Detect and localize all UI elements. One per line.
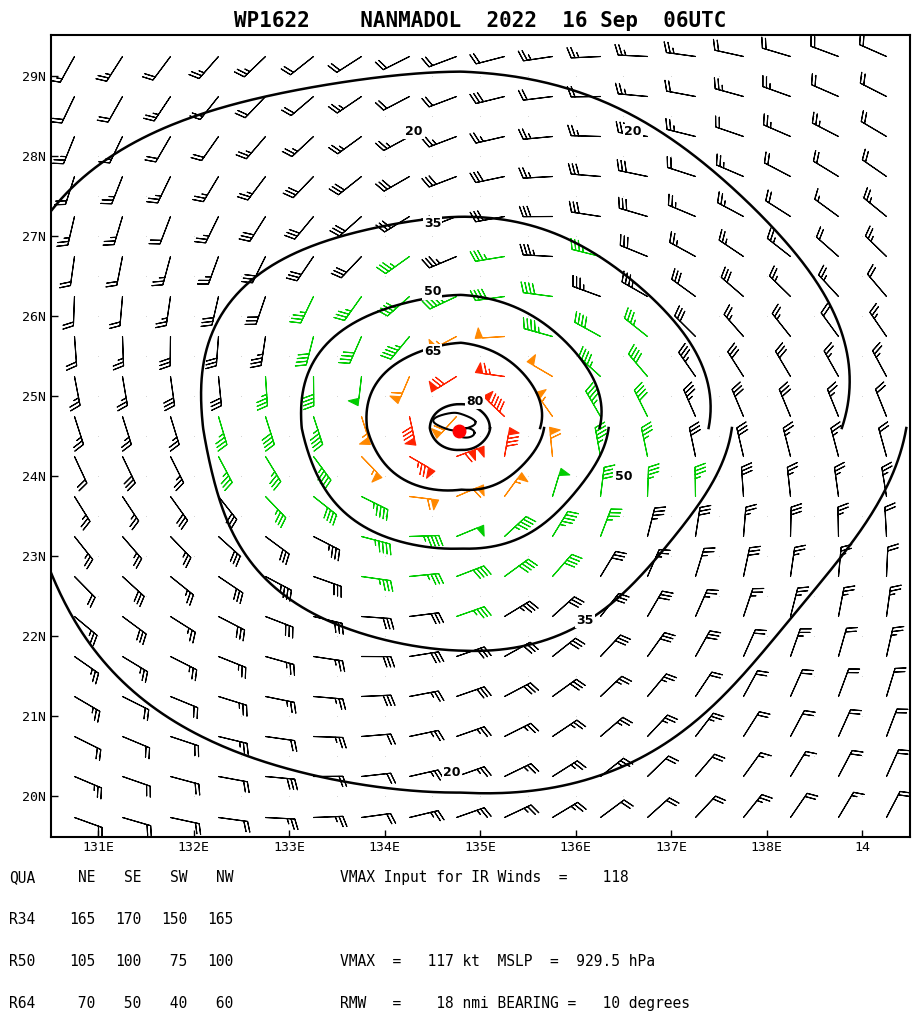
Text: 75: 75 [161,954,187,968]
Text: 70: 70 [69,996,96,1011]
Text: 80: 80 [467,395,484,408]
Text: R50: R50 [9,954,36,968]
Text: R34: R34 [9,912,36,927]
Text: R64: R64 [9,996,36,1011]
Text: 65: 65 [424,346,441,358]
Text: NW: NW [216,870,233,885]
Text: 50: 50 [424,285,441,298]
Text: VMAX  =   117 kt  MSLP  =  929.5 hPa: VMAX = 117 kt MSLP = 929.5 hPa [340,954,655,968]
Text: RMW   =    18 nmi BEARING =   10 degrees: RMW = 18 nmi BEARING = 10 degrees [340,996,690,1011]
Text: SE: SE [124,870,142,885]
Text: VMAX Input for IR Winds  =    118: VMAX Input for IR Winds = 118 [340,870,629,885]
Text: 60: 60 [207,996,233,1011]
Text: SW: SW [170,870,187,885]
Text: QUA: QUA [9,870,36,885]
Text: 35: 35 [576,613,594,627]
Text: 20: 20 [624,125,641,138]
Text: 35: 35 [424,217,441,230]
Text: 105: 105 [69,954,96,968]
Text: 150: 150 [161,912,187,927]
Text: 100: 100 [115,954,142,968]
Text: 20: 20 [404,125,422,138]
Text: 165: 165 [69,912,96,927]
Text: 50: 50 [115,996,142,1011]
Text: 100: 100 [207,954,233,968]
Title: WP1622    NANMADOL  2022  16 Sep  06UTC: WP1622 NANMADOL 2022 16 Sep 06UTC [234,11,726,31]
Text: 165: 165 [207,912,233,927]
Text: 40: 40 [161,996,187,1011]
Text: NE: NE [78,870,96,885]
Text: 50: 50 [615,469,632,483]
Text: 170: 170 [115,912,142,927]
Text: 20: 20 [443,766,460,779]
